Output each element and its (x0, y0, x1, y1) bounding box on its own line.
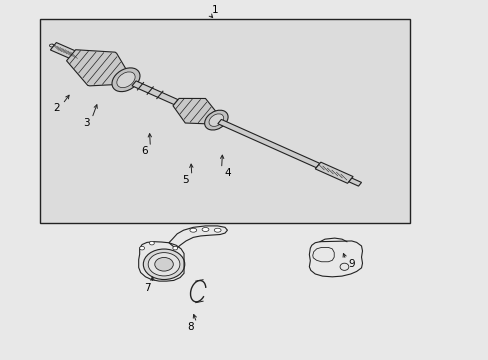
Ellipse shape (155, 257, 173, 271)
Text: 6: 6 (141, 146, 147, 156)
Bar (40, 19, 409, 223)
Ellipse shape (140, 246, 144, 250)
Ellipse shape (202, 228, 208, 231)
Polygon shape (66, 50, 127, 86)
Text: 5: 5 (183, 175, 189, 185)
Ellipse shape (112, 68, 140, 92)
Text: 9: 9 (348, 259, 354, 269)
Text: 7: 7 (143, 283, 150, 293)
Ellipse shape (172, 246, 177, 250)
Text: 8: 8 (187, 322, 194, 332)
Polygon shape (173, 98, 218, 124)
Ellipse shape (208, 114, 223, 126)
Polygon shape (50, 42, 79, 60)
Ellipse shape (117, 72, 135, 87)
Text: 4: 4 (224, 168, 230, 178)
Ellipse shape (143, 249, 184, 279)
Ellipse shape (148, 253, 180, 276)
Ellipse shape (149, 241, 154, 245)
Polygon shape (315, 162, 352, 183)
Ellipse shape (204, 110, 227, 130)
Ellipse shape (214, 228, 221, 232)
Ellipse shape (189, 228, 196, 232)
Text: 2: 2 (53, 103, 60, 113)
Text: 1: 1 (211, 5, 218, 15)
Polygon shape (217, 120, 319, 168)
Polygon shape (348, 178, 361, 186)
Polygon shape (132, 81, 178, 104)
Text: 3: 3 (82, 118, 89, 128)
